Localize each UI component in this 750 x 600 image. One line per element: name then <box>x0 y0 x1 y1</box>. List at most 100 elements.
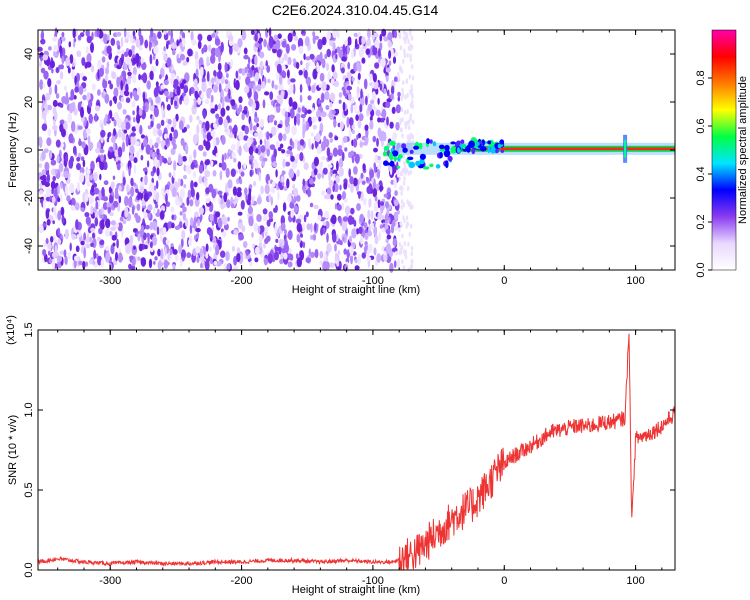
spectrogram-cell <box>265 140 270 150</box>
spectrogram-cell <box>283 186 288 192</box>
spectrogram-cell <box>254 257 259 263</box>
spectrogram-cell <box>271 180 276 188</box>
spectrogram-cell <box>125 97 131 103</box>
spectrogram-cell <box>403 160 406 166</box>
spectrogram-cell <box>379 83 383 91</box>
spectrogram-cell <box>136 112 141 124</box>
spectrogram-cell <box>395 121 400 131</box>
spectrogram-cell <box>376 137 379 147</box>
spectrogram-cell <box>109 212 114 217</box>
spectrogram-cell <box>358 36 363 46</box>
spectrogram-cell <box>121 133 125 142</box>
spectrogram-cell <box>321 81 327 92</box>
spectrogram-cell <box>351 155 355 164</box>
spectrogram-cell <box>204 170 211 178</box>
spectrogram-cell <box>105 67 109 75</box>
spectrogram-cell <box>363 198 367 206</box>
spectrogram-cell <box>390 179 395 185</box>
spectrogram-cell <box>269 114 275 120</box>
spectrogram-cell <box>129 145 135 155</box>
spectrogram-cell <box>379 42 383 51</box>
colorbar-tick-label: 0.2 <box>695 214 707 229</box>
spectrogram-cell <box>402 80 405 86</box>
spectrogram-cell <box>142 232 147 241</box>
spectrogram-cell <box>366 249 370 260</box>
spectrogram-cell <box>273 148 278 158</box>
spectrogram-cell <box>389 121 394 129</box>
spectrogram-cell <box>223 192 228 203</box>
spectrogram-cell <box>360 235 364 245</box>
spectrogram-cell <box>144 244 148 250</box>
spectrogram-cell <box>53 206 57 216</box>
spectrogram-cell <box>140 134 145 139</box>
spectrogram-cell <box>392 238 397 247</box>
spectrogram-cell <box>164 184 170 191</box>
spectrogram-cell <box>61 36 66 42</box>
spectrogram-cell <box>354 153 360 164</box>
spectrogram-cell <box>228 88 231 99</box>
spectrogram-cell <box>118 128 122 138</box>
spectrogram-cell <box>318 82 322 88</box>
signal-onset-blob <box>407 156 414 161</box>
spectrogram-cell <box>84 173 90 180</box>
spectrogram-cell <box>49 60 55 69</box>
spectrogram-cell <box>305 62 309 71</box>
spectrogram-cell <box>95 147 100 154</box>
spectrogram-cell <box>55 67 60 74</box>
spectrogram-cell <box>359 213 365 223</box>
spectrogram-cell <box>323 135 327 144</box>
spectrogram-cell <box>342 216 349 222</box>
spectrogram-cell <box>365 48 371 55</box>
spectrogram-cell <box>220 199 224 205</box>
spectrogram-cell <box>295 62 300 69</box>
spectrogram-cell <box>68 41 72 48</box>
spectrogram-cell <box>319 51 323 63</box>
spectrogram-cell <box>409 264 413 270</box>
y-tick-label: 1.0 <box>23 402 35 417</box>
spectrogram-cell <box>52 36 58 42</box>
spectrogram-cell <box>326 232 329 243</box>
spectrogram-cell <box>348 39 352 45</box>
spectrogram-cell <box>292 101 298 110</box>
signal-onset-blob <box>396 165 401 169</box>
spectrogram-cell <box>248 82 254 88</box>
spectrogram-cell <box>232 245 235 252</box>
spectrogram-cell <box>76 72 80 83</box>
signal-onset-blob <box>487 140 492 145</box>
spectrogram-cell <box>342 190 346 201</box>
spectrogram-cell <box>150 65 157 73</box>
x-tick-label: -300 <box>99 275 121 287</box>
spectrogram-cell <box>116 238 119 249</box>
spectrogram-cell <box>45 92 51 101</box>
spectrogram-cell <box>209 246 212 252</box>
spectrogram-cell <box>329 101 333 108</box>
spectrogram-cell <box>129 154 134 162</box>
figure-title: C2E6.2024.310.04.45.G14 <box>272 2 439 18</box>
spectrogram-cell <box>48 149 53 160</box>
spectrogram-cell <box>349 235 353 243</box>
spectrogram-cell <box>183 174 187 180</box>
spectrogram-cell <box>133 164 137 175</box>
spectrogram-cell <box>100 129 106 138</box>
spectrogram-cell <box>376 168 380 179</box>
spectrogram-cell <box>326 187 332 195</box>
spectrogram-cell <box>83 232 86 241</box>
spectrogram-cell <box>281 40 287 48</box>
spectrogram-cell <box>186 252 192 259</box>
spectrogram-cell <box>284 229 287 235</box>
spectrogram-cell <box>191 39 197 46</box>
spectrogram-cell <box>195 68 199 79</box>
spectrogram-cell <box>52 220 55 225</box>
spectrogram-cell <box>90 42 94 53</box>
spectrogram-cell <box>279 56 283 63</box>
spectrogram-cell <box>401 168 404 174</box>
spectrogram-cell <box>353 166 358 175</box>
x-tick-label: -200 <box>231 575 253 587</box>
spectrogram-cell <box>364 241 368 246</box>
spectrogram-cell <box>143 102 149 113</box>
spectrogram-cell <box>305 257 311 263</box>
spectrogram-cell <box>122 176 126 186</box>
spectrogram-cell <box>42 249 47 256</box>
spectrogram-cell <box>68 158 74 169</box>
spectrogram-cell <box>297 37 304 49</box>
